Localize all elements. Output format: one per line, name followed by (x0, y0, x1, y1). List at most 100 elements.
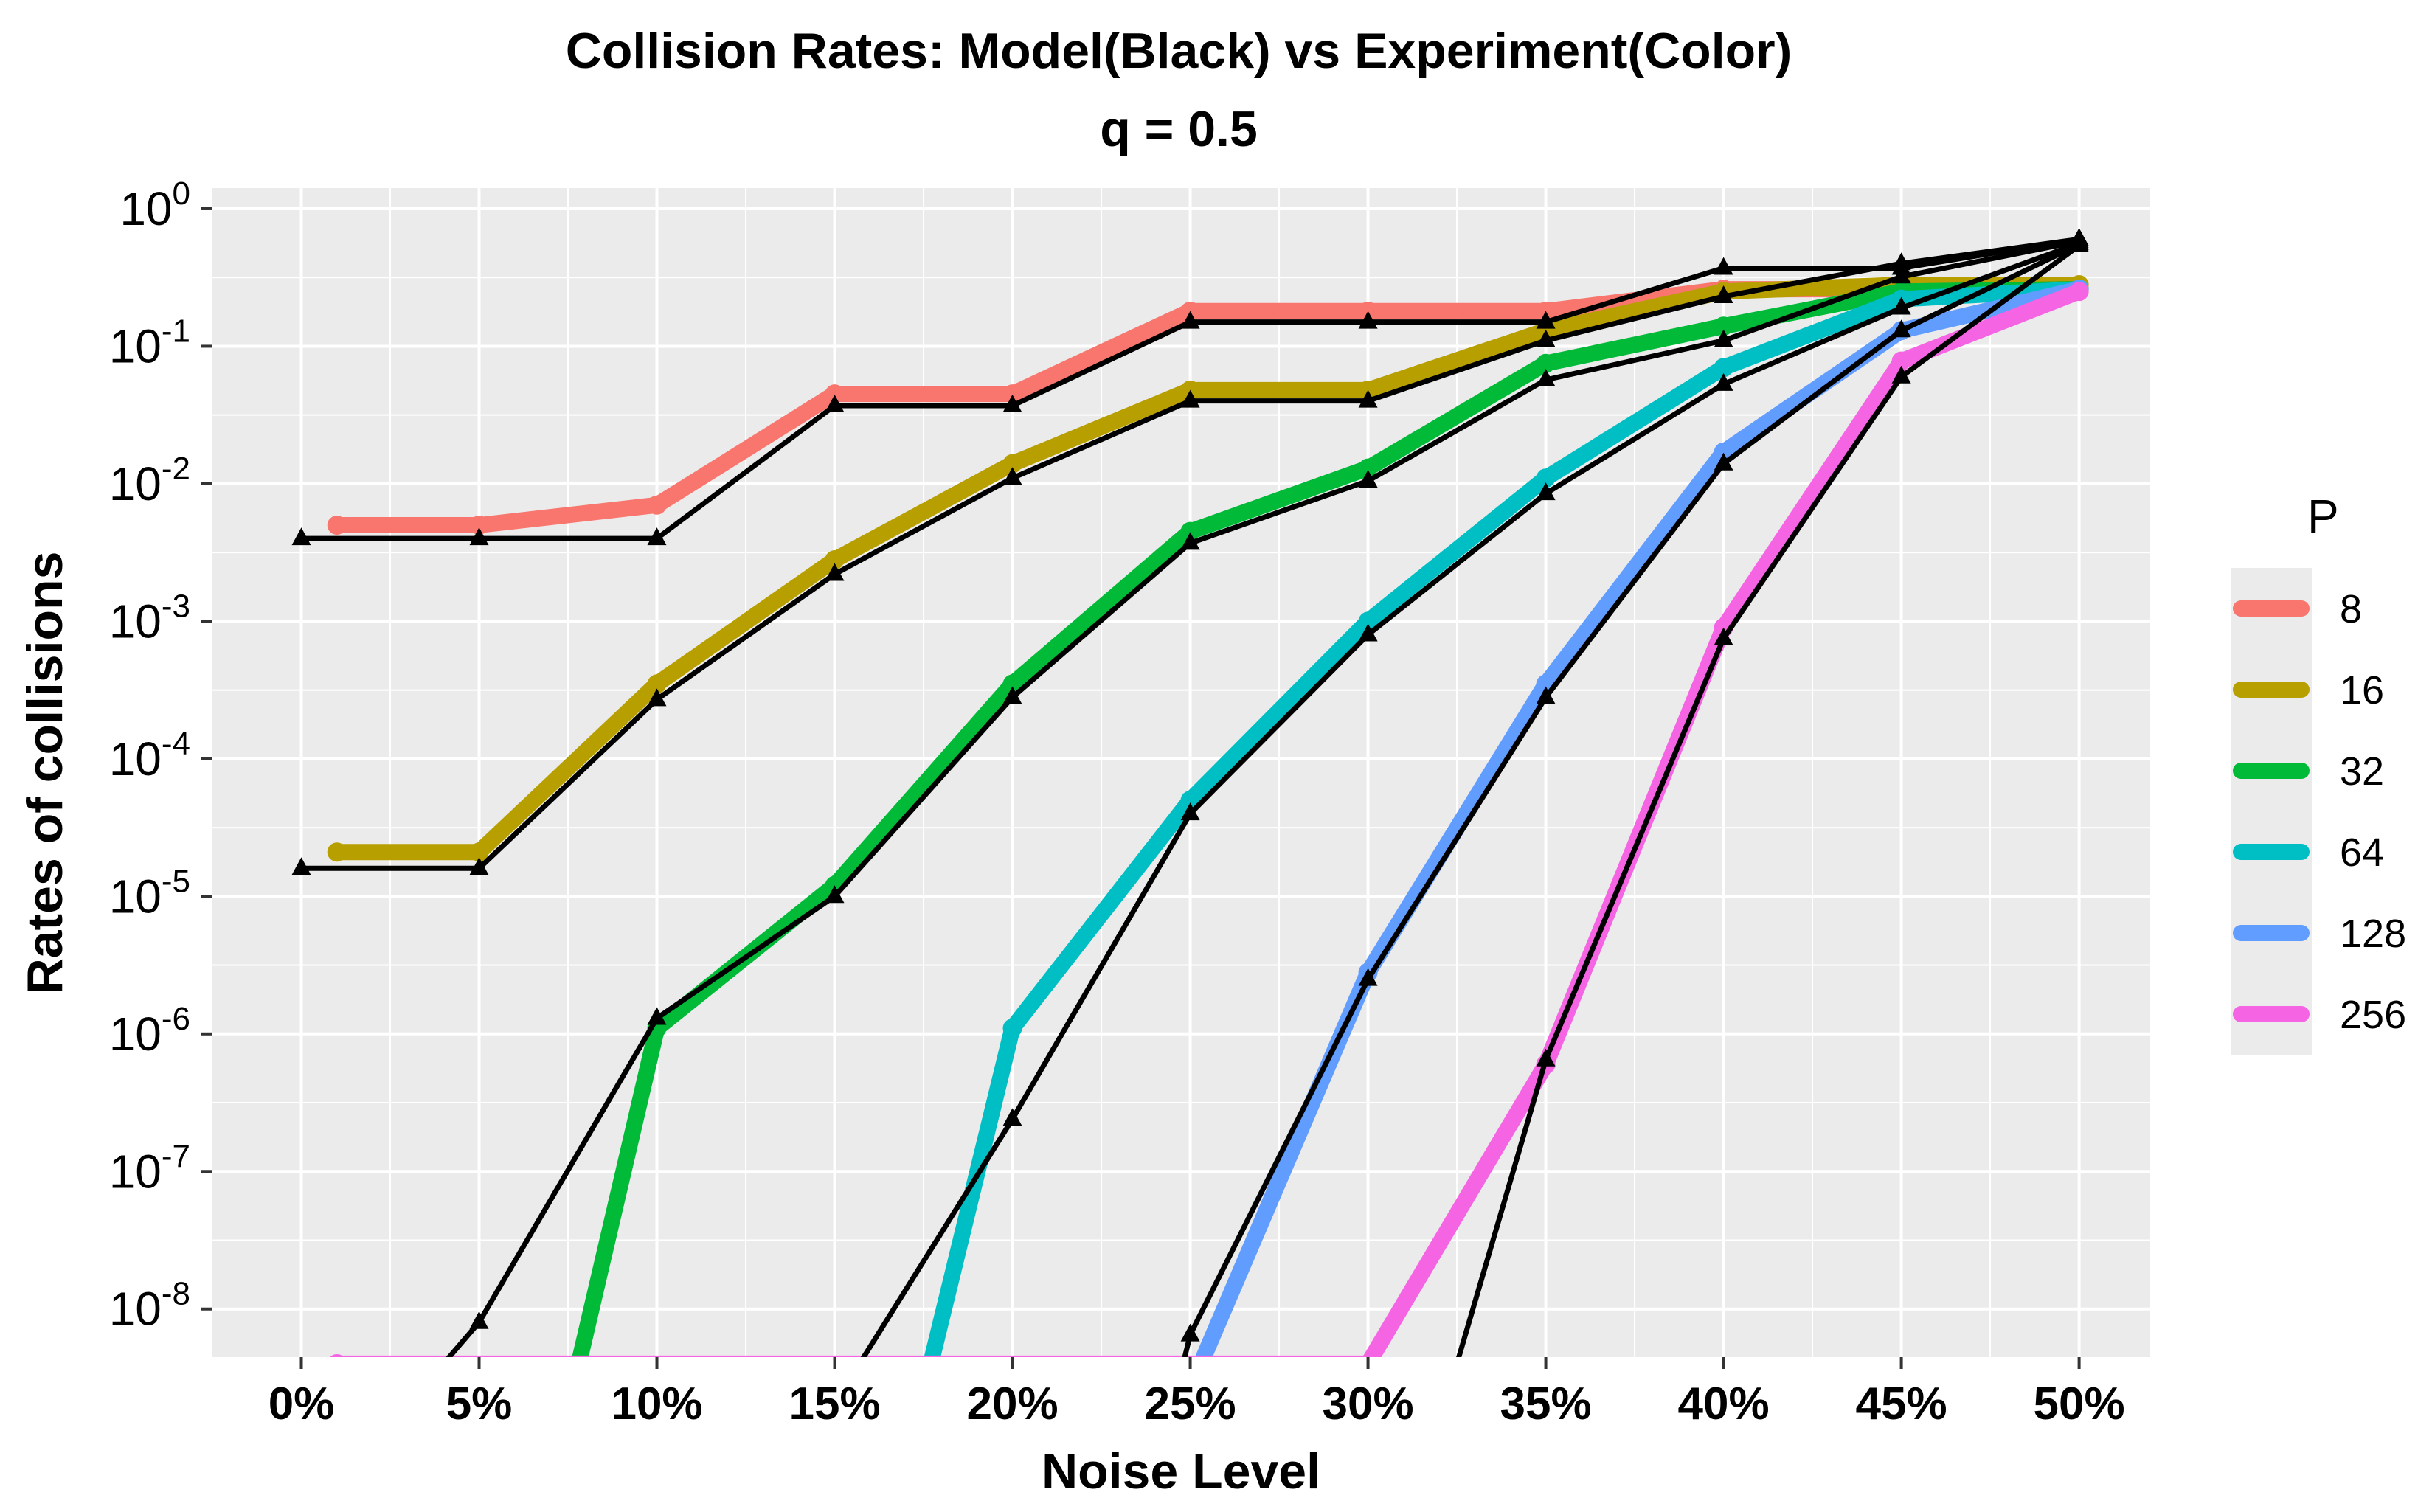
y-axis: 100 10-1 10-2 10-3 10-4 10-5 10-6 10-7 10-8 (109, 176, 212, 1336)
legend-title: P (2307, 490, 2339, 543)
legend-label-16: 16 (2340, 668, 2384, 712)
model-point-32 (647, 1007, 667, 1025)
experiment-point-16 (1002, 454, 1022, 474)
y-tick-label: 10-5 (109, 863, 190, 923)
legend-label-32: 32 (2340, 749, 2384, 794)
model-point-16 (825, 563, 845, 581)
experiment-point-256 (1361, 1353, 1375, 1357)
y-tick-label: 10-3 (109, 588, 190, 648)
model-point-32 (1358, 470, 1378, 488)
x-tick-label: 5% (446, 1379, 513, 1429)
model-point-64 (1358, 623, 1378, 642)
model-point-64 (1714, 372, 1733, 391)
experiment-point-64 (1180, 790, 1200, 810)
x-tick-label: 25% (1145, 1379, 1236, 1429)
x-axis-title: Noise Level (1042, 1443, 1320, 1499)
model-point-16 (647, 688, 667, 707)
experiment-point-64 (1536, 468, 1556, 488)
model-point-32 (1714, 329, 1733, 347)
legend-label-8: 8 (2340, 587, 2362, 631)
x-tick-label: 0% (269, 1379, 335, 1429)
legend-key-background (2231, 568, 2312, 1055)
model-point-32 (1180, 532, 1200, 550)
model-point-16 (1891, 252, 1911, 271)
model-point-16 (1180, 389, 1200, 408)
model-point-128 (1536, 686, 1556, 704)
legend-label-256: 256 (2340, 993, 2406, 1037)
experiment-point-8 (327, 516, 347, 535)
model-point-128 (1714, 452, 1733, 471)
x-tick-label: 35% (1500, 1379, 1592, 1429)
experiment-point-16 (647, 674, 667, 694)
experiment-point-256 (1891, 351, 1911, 371)
x-tick-label: 40% (1678, 1379, 1770, 1429)
experiment-point-32 (1536, 353, 1556, 373)
experiment-point-32 (1002, 674, 1022, 694)
x-tick-label: 50% (2034, 1379, 2125, 1429)
model-point-256 (2069, 234, 2089, 252)
y-tick-label: 100 (119, 176, 190, 235)
x-tick-label: 30% (1323, 1379, 1414, 1429)
model-point-32 (1002, 686, 1022, 704)
model-point-128 (1358, 968, 1378, 986)
model-point-8 (647, 527, 667, 546)
model-point-16 (1002, 467, 1022, 485)
x-tick-label: 15% (789, 1379, 880, 1429)
y-tick-label: 10-6 (109, 1001, 190, 1061)
model-series-64 (860, 240, 2080, 1357)
experiment-point-16 (327, 842, 347, 862)
model-point-64 (1891, 296, 1911, 315)
experiment-series-64 (924, 281, 2088, 1357)
model-point-64 (1536, 482, 1556, 501)
model-point-16 (469, 857, 489, 875)
experiment-point-32 (1714, 316, 1733, 336)
model-point-128 (1891, 319, 1911, 338)
model-point-256 (1714, 627, 1733, 645)
experiment-point-128 (1714, 442, 1733, 462)
experiment-point-256 (330, 1353, 344, 1357)
model-point-16 (291, 857, 311, 875)
legend: P 8 16 32 64 128 256 (2231, 490, 2406, 1055)
model-lines (291, 228, 2089, 1357)
experiment-point-8 (647, 495, 667, 515)
experiment-point-16 (469, 842, 489, 862)
model-point-16 (1536, 329, 1556, 347)
x-tick-label: 10% (611, 1379, 702, 1429)
model-point-32 (825, 885, 845, 904)
x-axis: 0% 5% 10% 15% 20% 25% 30% 35% 40% 45% 50% (269, 1357, 2125, 1429)
model-point-8 (291, 527, 311, 546)
model-point-128 (1180, 1323, 1200, 1342)
model-point-8 (1536, 311, 1556, 329)
model-point-32 (469, 1311, 489, 1329)
y-tick-label: 10-1 (109, 313, 190, 372)
chart-title: Collision Rates: Model(Black) vs Experim… (566, 23, 1792, 79)
model-point-8 (1714, 257, 1733, 275)
experiment-point-256 (2069, 282, 2089, 302)
x-tick-label: 45% (1856, 1379, 1947, 1429)
model-point-64 (1002, 1108, 1022, 1126)
experiment-point-32 (1180, 521, 1200, 541)
model-point-32 (1536, 369, 1556, 386)
model-point-8 (1002, 395, 1022, 412)
legend-label-128: 128 (2340, 912, 2406, 956)
experiment-point-16 (825, 550, 845, 570)
model-point-8 (1358, 311, 1378, 329)
model-point-32 (1891, 266, 1911, 284)
y-tick-label: 10-7 (109, 1138, 190, 1198)
model-point-8 (469, 527, 489, 546)
y-tick-label: 10-2 (109, 451, 190, 510)
experiment-point-8 (469, 516, 489, 535)
model-point-64 (1180, 802, 1200, 821)
experiment-point-8 (825, 384, 845, 404)
model-point-8 (825, 395, 845, 412)
model-point-16 (1714, 285, 1733, 303)
model-point-256 (1891, 365, 1911, 384)
chart-subtitle: q = 0.5 (1100, 101, 1258, 157)
experiment-point-64 (1002, 1019, 1022, 1038)
y-tick-label: 10-4 (109, 726, 190, 786)
model-point-256 (1536, 1048, 1556, 1067)
model-point-8 (1180, 311, 1200, 329)
y-tick-label: 10-8 (109, 1276, 190, 1336)
experiment-point-8 (1002, 384, 1022, 404)
